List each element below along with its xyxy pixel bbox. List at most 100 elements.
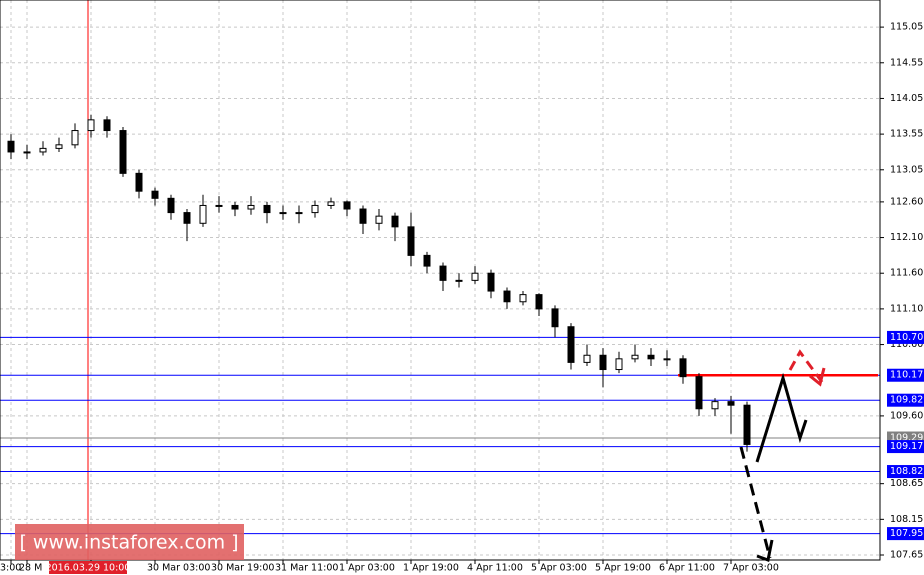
y-tick-label: 111.60	[890, 268, 923, 279]
candle-body	[551, 308, 559, 328]
y-tick-label: 113.55	[890, 129, 923, 140]
candle-body	[263, 204, 271, 214]
candle-body	[599, 354, 607, 371]
y-tick-label: 113.05	[890, 164, 923, 175]
candle-body	[247, 204, 255, 210]
forecast-red	[788, 349, 824, 383]
candle-body	[183, 212, 191, 224]
candle-body	[311, 204, 319, 214]
candle-body	[631, 354, 639, 360]
y-tick-label: 114.05	[890, 93, 923, 104]
candle-body	[359, 208, 367, 224]
candle-body	[279, 212, 287, 215]
candle-body	[535, 294, 543, 310]
level-label: 109.29	[890, 433, 923, 444]
candle-body	[615, 358, 623, 371]
y-tick-label: 110.60	[890, 339, 923, 350]
candle-body	[343, 201, 351, 210]
axis: 115.05 114.55 114.05 113.55 113.05 112.60 112.…	[0, 22, 924, 574]
grid	[0, 0, 880, 560]
candle-body	[583, 354, 591, 363]
candles	[7, 114, 751, 452]
candle-body	[503, 290, 511, 303]
candle-body	[231, 204, 239, 210]
watermark-box	[15, 524, 244, 560]
level-label: 108.82	[890, 466, 923, 477]
x-highlight	[49, 561, 127, 574]
y-tick-label: 107.65	[890, 550, 923, 561]
level-label-box	[887, 527, 924, 541]
candle-body	[23, 151, 31, 154]
x-tick-label: 1 Apr 19:00	[403, 563, 459, 574]
level-label: 109.17	[890, 441, 923, 452]
level-label-box	[887, 393, 924, 407]
candle-body	[647, 354, 655, 360]
candle-body	[167, 197, 175, 214]
candle-body	[679, 358, 687, 378]
candle-body	[439, 265, 447, 281]
candle-body	[71, 130, 79, 146]
candle-body	[663, 358, 671, 361]
x-tick-label: 30 Mar 19:00	[211, 563, 274, 574]
plot-frame	[0, 0, 881, 561]
candle-body	[135, 172, 143, 192]
arrow-head-red	[809, 367, 826, 387]
candle-body	[199, 204, 207, 224]
candle-body	[327, 201, 335, 206]
candle-body	[87, 119, 95, 132]
candle-body	[711, 401, 719, 410]
y-tick-label: 114.55	[890, 57, 923, 68]
candle-body	[567, 326, 575, 363]
level-label-box	[887, 440, 924, 454]
candle-body	[39, 147, 47, 153]
x-tick-label: 30 Mar 03:00	[147, 563, 210, 574]
candle-body	[471, 272, 479, 281]
y-tick-label: 115.05	[890, 22, 923, 33]
level-label: 110.17	[890, 370, 923, 381]
x-tick-label: 2016.03.29 10:00	[46, 563, 131, 574]
x-tick-label: 1 Apr 03:00	[339, 563, 395, 574]
x-tick-label: 6 Apr 11:00	[659, 563, 715, 574]
candle-body	[743, 404, 751, 445]
x-tick-label: 4 Apr 11:00	[467, 563, 523, 574]
level-label-box	[887, 368, 924, 382]
candle-body	[391, 215, 399, 228]
y-tick-label: 109.60	[890, 410, 923, 421]
level-label: 110.70	[890, 332, 923, 343]
candle-body	[407, 226, 415, 256]
candle-body	[375, 215, 383, 224]
candle-body	[455, 279, 463, 282]
level-label-box	[887, 330, 924, 344]
candle-body	[7, 140, 15, 153]
candle-body	[295, 212, 303, 215]
y-tick-label: 111.10	[890, 303, 923, 314]
y-tick-label: 112.60	[890, 196, 923, 207]
candle-body	[55, 144, 63, 149]
candle-body	[727, 401, 735, 406]
candle-body	[119, 130, 127, 174]
candle-body	[151, 190, 159, 199]
x-tick-label: 28 M	[19, 563, 42, 574]
y-tick-label: 112.10	[890, 232, 923, 243]
x-tick-label: 3:00	[0, 563, 21, 574]
forecast	[739, 349, 826, 563]
candle-body	[215, 204, 223, 207]
candle-body	[695, 376, 703, 410]
y-tick-label: 108.65	[890, 478, 923, 489]
forecast-path	[755, 372, 808, 463]
candle-body	[487, 272, 495, 292]
x-tick-label: 5 Apr 19:00	[595, 563, 651, 574]
watermark: [ www.instaforex.com ]	[19, 532, 238, 554]
level-label: 107.95	[890, 528, 923, 539]
level-label: 109.82	[890, 395, 923, 406]
x-tick-label: 5 Apr 03:00	[531, 563, 587, 574]
x-tick-label: 7 Apr 03:00	[723, 563, 779, 574]
forecast-down	[739, 446, 772, 559]
level-label-box	[887, 465, 924, 479]
y-tick-label: 108.15	[890, 514, 923, 525]
candle-body	[423, 254, 431, 267]
candle-body	[519, 294, 527, 303]
x-tick-label: 31 Mar 11:00	[275, 563, 338, 574]
